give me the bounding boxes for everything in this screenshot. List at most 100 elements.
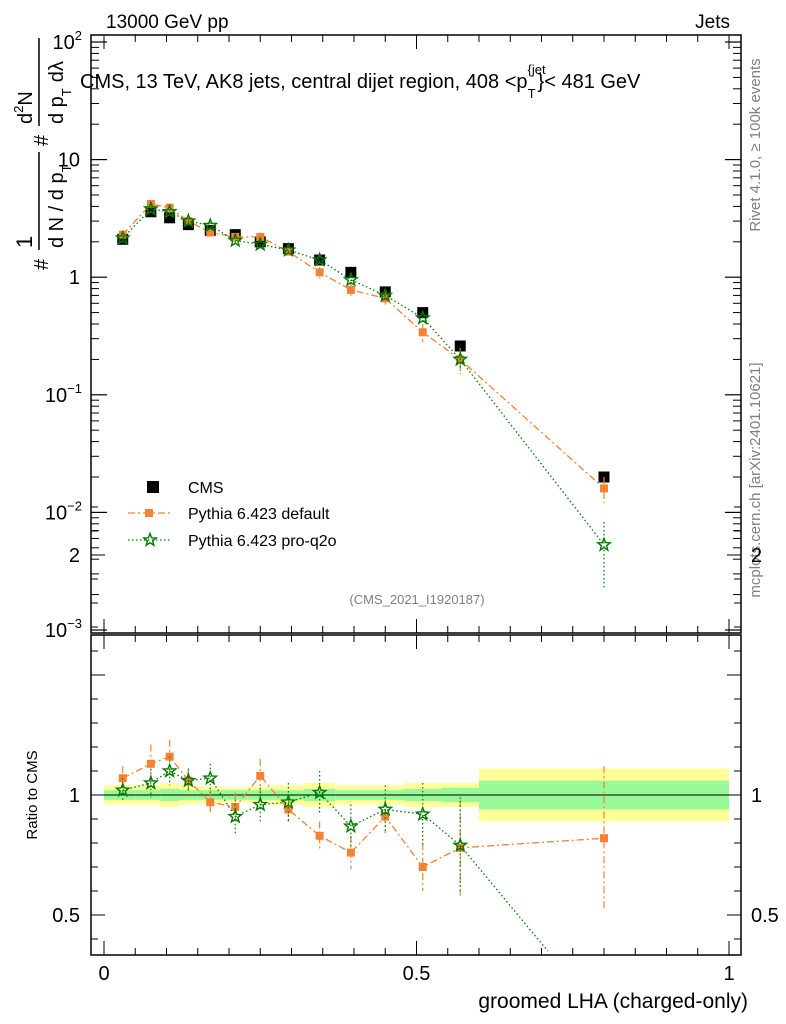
pythia-6-423-pro-q2o-point bbox=[227, 232, 244, 248]
ylabel-d2n-n: N bbox=[15, 91, 37, 105]
ratio-pythia-6-423-pro-q2o-point bbox=[452, 836, 469, 853]
pythia-6-423-pro-q2o-point bbox=[595, 536, 613, 552]
title-main-text: CMS, 13 TeV, AK8 jets, central dijet reg… bbox=[80, 71, 528, 93]
pythia-6-423-pro-q2o-point bbox=[180, 212, 197, 228]
svg-text:d pTdλ: d pTdλ bbox=[46, 61, 74, 124]
main-ytick-label: 10−2 bbox=[45, 498, 82, 524]
svg-text:#: # bbox=[31, 134, 53, 146]
pythia-6-423-default-point bbox=[600, 484, 608, 493]
main-ytick-label: 10 bbox=[58, 150, 80, 172]
pythia-6-423-pro-q2o-point bbox=[342, 271, 359, 287]
legend-proq2o-marker bbox=[141, 531, 159, 547]
svg-text:1: 1 bbox=[12, 236, 37, 248]
ratio-series-layer bbox=[114, 739, 608, 952]
ratio-pythia-6-423-pro-q2o-point bbox=[252, 796, 269, 812]
pythia-6-423-default-point bbox=[206, 228, 215, 237]
ratio-pythia-6-423-default-point bbox=[315, 831, 324, 840]
main-ytick-label: 10−1 bbox=[45, 381, 82, 407]
ratio-pythia-6-423-pro-q2o-point bbox=[311, 784, 328, 800]
legend-cms-label: CMS bbox=[188, 480, 224, 497]
ratio-pythia-6-423-default-point bbox=[284, 805, 293, 814]
x-axis-label: groomed LHA (charged-only) bbox=[478, 990, 748, 1013]
main-series-layer bbox=[114, 199, 613, 588]
ratio-pythia-6-423-pro-q2o-line bbox=[122, 770, 549, 952]
legend: CMS Pythia 6.423 default Pythia 6.423 pro-… bbox=[128, 480, 337, 550]
legend-default-label: Pythia 6.423 default bbox=[188, 506, 330, 523]
ylabel-dp: d p bbox=[46, 96, 68, 124]
ylabel-d2n-d: d bbox=[15, 113, 37, 124]
ratio-pythia-6-423-default-point bbox=[146, 759, 155, 768]
ratio-pythia-6-423-default-point bbox=[206, 798, 215, 807]
pythia-6-423-pro-q2o-point bbox=[311, 251, 328, 267]
pythia-6-423-pro-q2o-point bbox=[280, 241, 297, 257]
ylabel-dlambda: dλ bbox=[46, 61, 68, 82]
pythia-6-423-default-point bbox=[231, 232, 240, 241]
pythia-6-423-default-line bbox=[122, 203, 605, 489]
ratio-pythia-6-423-pro-q2o-point bbox=[114, 781, 131, 798]
ratio-pythia-6-423-pro-q2o-point bbox=[227, 808, 244, 824]
ratio-ytick-label-right: 1 bbox=[751, 785, 762, 807]
ratio-ytick-label-left: 1 bbox=[69, 785, 80, 807]
cms-point bbox=[164, 212, 176, 224]
pythia-6-423-default-point bbox=[315, 268, 324, 277]
ratio-pythia-6-423-pro-q2o-point bbox=[280, 793, 297, 810]
legend-proq2o-label: Pythia 6.423 pro-q2o bbox=[188, 533, 337, 550]
svg-text:#: # bbox=[31, 258, 53, 270]
ratio-pythia-6-423-default-point bbox=[256, 771, 265, 780]
cms-point bbox=[314, 254, 326, 266]
ylabel-hash2: # bbox=[31, 134, 53, 146]
title-end-text: }< 481 GeV bbox=[538, 71, 642, 93]
analysis-id-label: (CMS_2021_I1920187) bbox=[349, 592, 484, 607]
legend-default-marker bbox=[145, 509, 153, 517]
ratio-xtick-label: 0 bbox=[98, 963, 109, 985]
ratio-pythia-6-423-pro-q2o-point bbox=[161, 762, 178, 778]
svg-text:d2N: d2N bbox=[11, 91, 37, 124]
pythia-6-423-pro-q2o-point bbox=[452, 350, 469, 367]
ratio-pythia-6-423-pro-q2o-point bbox=[180, 772, 197, 788]
ratio-pythia-6-423-default-point bbox=[600, 834, 608, 843]
ratio-pythia-6-423-pro-q2o-point bbox=[342, 817, 359, 834]
ylabel-one: 1 bbox=[12, 236, 37, 248]
ratio-pythia-6-423-pro-q2o-point bbox=[142, 774, 159, 790]
ylabel-t-sub: T bbox=[59, 164, 74, 172]
ylabel-t-sub2: T bbox=[59, 88, 74, 96]
main-ytick-label: 1 bbox=[69, 267, 80, 289]
pythia-6-423-default-point bbox=[118, 230, 127, 239]
ylabel-hash: # bbox=[31, 258, 53, 270]
pythia-6-423-pro-q2o-point bbox=[114, 229, 131, 245]
ratio-pythia-6-423-default-point bbox=[231, 803, 240, 811]
ratio-panel-frame bbox=[90, 634, 742, 956]
pythia-6-423-default-point bbox=[165, 203, 174, 212]
ratio-xtick-label: 1 bbox=[723, 963, 734, 985]
ratio-pythia-6-423-pro-q2o-point bbox=[414, 805, 431, 822]
axes-layer: 102 10 1 10−1 10−2 10−3 0 0.5 1 0.5 0.5 1 1 2 2 bbox=[45, 28, 779, 985]
pythia-6-423-pro-q2o-point bbox=[414, 309, 431, 325]
pythia-6-423-pro-q2o-point bbox=[161, 203, 178, 219]
pythia-6-423-pro-q2o-point bbox=[252, 235, 269, 252]
title-sub-text: T bbox=[528, 86, 536, 101]
main-y-axis-label: # 1 d N / d pT # d2N d pTdλ bbox=[11, 38, 74, 270]
ratio-pythia-6-423-default-point bbox=[346, 848, 355, 857]
ratio-pythia-6-423-default-point bbox=[418, 863, 427, 871]
ratio-pythia-6-423-pro-q2o-point bbox=[377, 800, 394, 817]
ratio-ytick-label-right: 0.5 bbox=[751, 905, 779, 927]
pythia-6-423-default-point bbox=[418, 328, 427, 337]
cms-point bbox=[117, 233, 129, 245]
ratio-pythia-6-423-default-point bbox=[381, 812, 390, 821]
pythia-6-423-pro-q2o-point bbox=[377, 286, 394, 303]
main-ytick-label: 102 bbox=[53, 28, 82, 54]
main-panel-frame bbox=[90, 34, 742, 634]
rivet-version-label: Rivet 4.1.0, ≥ 100k events bbox=[747, 58, 764, 231]
mcplots-source-label: mcplots.cern.ch [arXiv:2401.10621] bbox=[747, 362, 764, 597]
svg-text:d N / d pT: d N / d pT bbox=[46, 164, 74, 248]
pythia-6-423-default-point bbox=[346, 285, 355, 294]
main-title: CMS, 13 TeV, AK8 jets, central dijet reg… bbox=[80, 62, 641, 101]
pythia-6-423-pro-q2o-point bbox=[202, 217, 219, 233]
ylabel-d2n-2: 2 bbox=[11, 106, 26, 113]
ratio-pythia-6-423-pro-q2o-point bbox=[202, 769, 219, 786]
header-energy-label: 13000 GeV pp bbox=[106, 12, 229, 33]
ylabel-dndpt: d N / d p bbox=[46, 172, 68, 248]
title-sup-text: {jet bbox=[528, 62, 546, 77]
header-jets-label: Jets bbox=[695, 12, 730, 33]
